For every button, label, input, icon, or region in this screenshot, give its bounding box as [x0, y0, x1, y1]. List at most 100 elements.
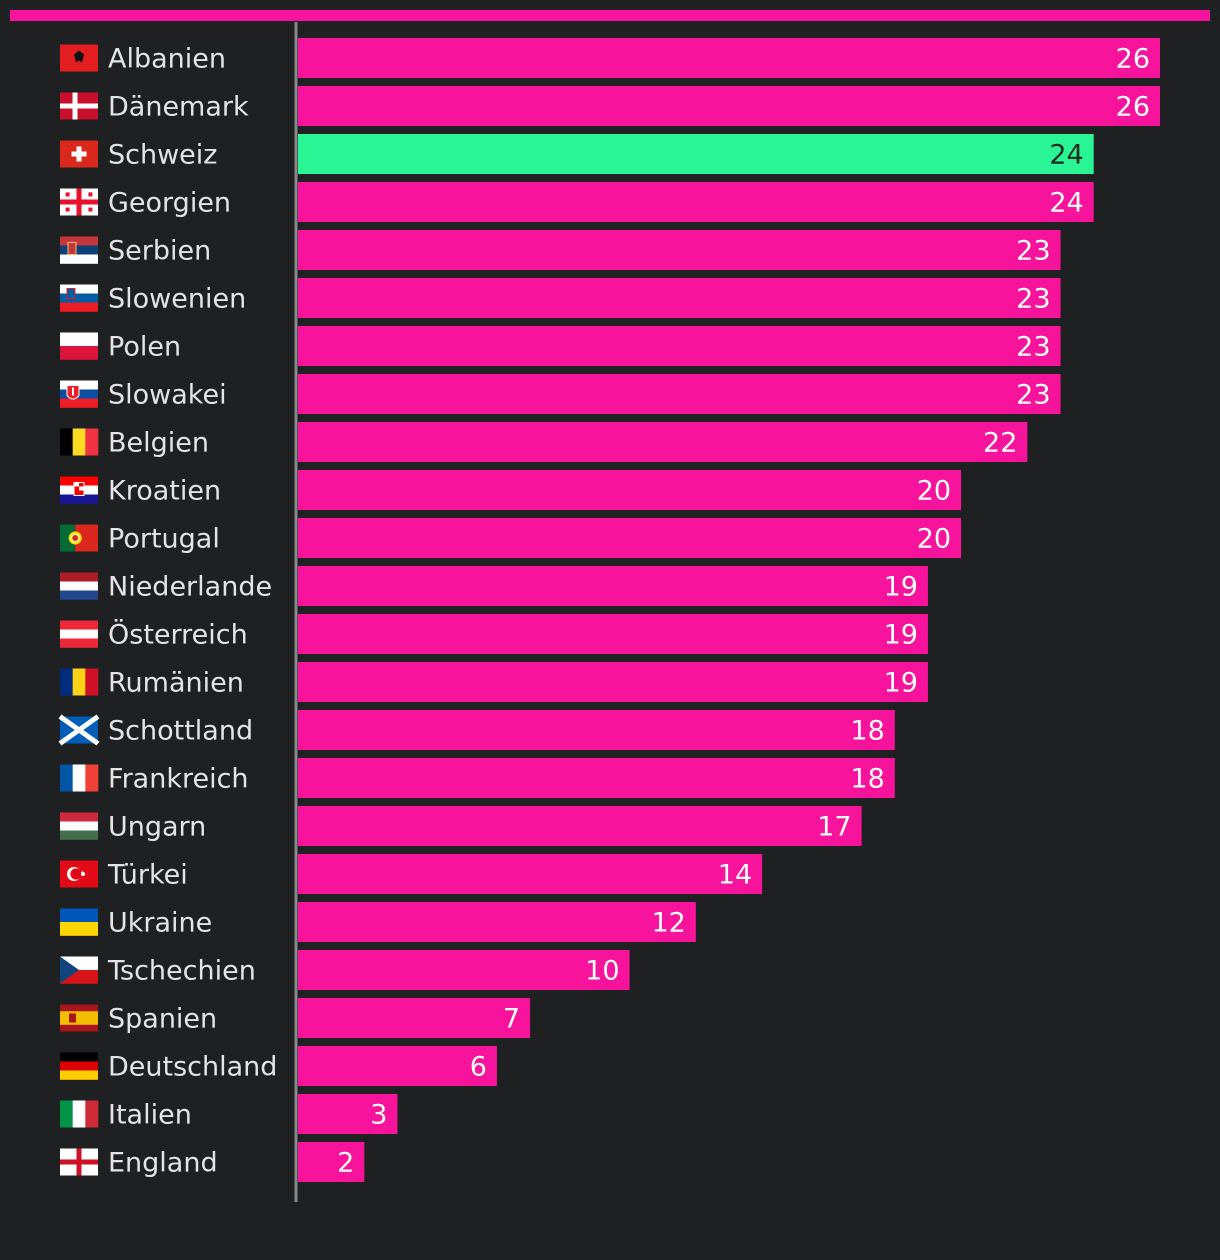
category-label-schweiz: Schweiz [108, 140, 217, 171]
value-label-tschechien: 10 [585, 956, 619, 987]
value-label-slowenien: 23 [1016, 284, 1050, 315]
value-label-polen: 23 [1016, 332, 1050, 363]
value-label-albanien: 26 [1116, 44, 1150, 75]
bar-danemark [298, 86, 1160, 126]
poland-flag [60, 332, 98, 360]
category-label-belgien: Belgien [108, 428, 209, 459]
bar-portugal [298, 518, 962, 558]
bar-england [298, 1142, 365, 1182]
bars [298, 38, 1160, 1182]
turkey-flag [60, 860, 98, 888]
category-label-polen: Polen [108, 332, 181, 363]
category-label-serbien: Serbien [108, 236, 211, 267]
scotland-flag [58, 714, 100, 746]
category-label-deutschland: Deutschland [108, 1052, 277, 1083]
austria-flag [60, 620, 98, 648]
category-label-england: England [108, 1148, 218, 1179]
value-label-georgien: 24 [1049, 188, 1083, 219]
bar-belgien [298, 422, 1028, 462]
category-label-turkei: Türkei [107, 860, 188, 891]
category-label-slowakei: Slowakei [108, 380, 227, 411]
serbia-flag [60, 236, 98, 264]
bar-slowakei [298, 374, 1061, 414]
bar-polen [298, 326, 1061, 366]
value-label-slowakei: 23 [1016, 380, 1050, 411]
value-label-spanien: 7 [503, 1004, 520, 1035]
bar-turkei [298, 854, 763, 894]
bar-albanien [298, 38, 1160, 78]
value-label-schweiz: 24 [1049, 140, 1083, 171]
albania-flag [60, 44, 98, 72]
bar-italien [298, 1094, 398, 1134]
england-flag [60, 1148, 98, 1176]
netherlands-flag [60, 572, 98, 600]
value-label-deutschland: 6 [470, 1052, 487, 1083]
slovenia-flag [60, 284, 98, 312]
category-labels: Albanien Dänemark Schweiz Georgien Serbien Sl… [107, 44, 277, 1179]
value-label-rumanien: 19 [884, 668, 918, 699]
denmark-flag [60, 92, 98, 120]
category-label-italien: Italien [108, 1100, 192, 1131]
value-label-belgien: 22 [983, 428, 1017, 459]
value-label-frankreich: 18 [850, 764, 884, 795]
bar-tschechien [298, 950, 630, 990]
italy-flag [60, 1100, 99, 1128]
category-label-albanien: Albanien [108, 44, 226, 75]
value-label-ukraine: 12 [651, 908, 685, 939]
value-label-osterreich: 19 [884, 620, 918, 651]
category-label-rumanien: Rumänien [108, 668, 244, 699]
bar-niederlande [298, 566, 928, 606]
bar-kroatien [298, 470, 962, 510]
value-label-italien: 3 [370, 1100, 387, 1131]
value-label-ungarn: 17 [817, 812, 851, 843]
czechia-flag [60, 956, 98, 984]
value-label-kroatien: 20 [917, 476, 951, 507]
value-label-danemark: 26 [1116, 92, 1150, 123]
value-label-turkei: 14 [718, 860, 752, 891]
value-label-england: 2 [337, 1148, 354, 1179]
value-labels: 2626242423232323222020191919181817141210… [337, 44, 1150, 1179]
category-label-frankreich: Frankreich [108, 764, 249, 795]
bar-schweiz [298, 134, 1094, 174]
bar-georgien [298, 182, 1094, 222]
bar-serbien [298, 230, 1061, 270]
hungary-flag [60, 812, 98, 840]
switzerland-flag [60, 140, 98, 168]
category-label-niederlande: Niederlande [108, 572, 272, 603]
category-label-ungarn: Ungarn [108, 812, 206, 843]
bar-slowenien [298, 278, 1061, 318]
category-label-kroatien: Kroatien [108, 476, 221, 507]
value-label-niederlande: 19 [884, 572, 918, 603]
slovakia-flag [60, 380, 98, 408]
flag-group [58, 44, 100, 1176]
category-label-ukraine: Ukraine [108, 908, 212, 939]
category-label-schottland: Schottland [108, 716, 253, 747]
france-flag [60, 764, 99, 792]
category-label-spanien: Spanien [108, 1004, 217, 1035]
bar-spanien [298, 998, 531, 1038]
category-label-danemark: Dänemark [108, 92, 249, 123]
value-label-schottland: 18 [850, 716, 884, 747]
bar-frankreich [298, 758, 895, 798]
category-label-slowenien: Slowenien [108, 284, 246, 315]
bar-ungarn [298, 806, 862, 846]
bar-schottland [298, 710, 895, 750]
bar-deutschland [298, 1046, 497, 1086]
category-label-portugal: Portugal [108, 524, 220, 555]
georgia-flag [60, 188, 98, 216]
germany-flag [60, 1052, 98, 1080]
category-label-tschechien: Tschechien [107, 956, 256, 987]
spain-flag [60, 1004, 98, 1032]
bar-osterreich [298, 614, 928, 654]
category-label-osterreich: Österreich [108, 619, 248, 651]
portugal-flag [60, 524, 98, 552]
croatia-flag [60, 476, 98, 504]
category-label-georgien: Georgien [108, 188, 231, 219]
romania-flag [60, 668, 99, 696]
top-accent-bar [10, 10, 1210, 21]
ukraine-flag [60, 908, 98, 936]
belgium-flag [60, 428, 99, 456]
bar-ukraine [298, 902, 696, 942]
bar-rumanien [298, 662, 928, 702]
